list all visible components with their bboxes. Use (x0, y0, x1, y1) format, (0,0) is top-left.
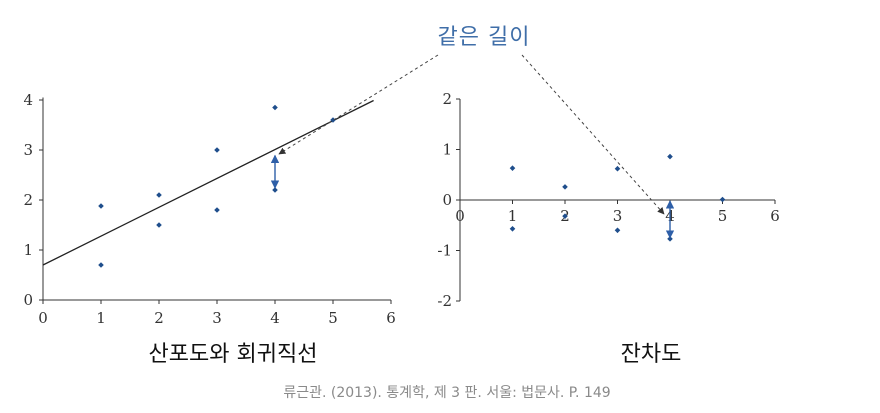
left-data-point (272, 187, 278, 193)
right-x-tick-label: 5 (718, 207, 728, 225)
left-data-points (98, 104, 336, 268)
right-data-point (667, 236, 673, 242)
left-x-tick-label: 0 (38, 309, 48, 327)
left-data-point (272, 104, 278, 111)
left-x-tick-label: 3 (212, 309, 222, 327)
left-x-tick-label: 1 (96, 309, 106, 327)
callout: 같은 길이 (278, 25, 665, 215)
left-data-point (98, 203, 104, 209)
source-citation: 류근관. (2013). 통계학, 제 3 판. 서울: 법문사. P. 149 (283, 385, 610, 401)
right-x-tick-label: 6 (770, 207, 780, 225)
left-y-tick-label: 2 (23, 191, 33, 209)
callout-pointer-right (521, 54, 665, 215)
left-chart-title: 산포도와 회귀직선 (149, 342, 318, 367)
right-y-tick-label: -2 (437, 292, 452, 310)
right-data-point (667, 153, 673, 160)
right-data-point (719, 196, 726, 203)
left-data-point (98, 262, 104, 268)
left-ticks: 0 1 2 3 4 5 6 0 1 2 3 4 (23, 91, 395, 327)
right-data-point (614, 227, 621, 234)
left-data-point (156, 222, 162, 228)
left-data-point (214, 147, 220, 153)
right-data-points (509, 153, 726, 242)
right-data-point (562, 184, 568, 190)
right-data-point (614, 165, 621, 172)
right-data-point (562, 213, 568, 219)
left-x-tick-label: 2 (154, 309, 164, 327)
callout-pointer-left (278, 54, 439, 155)
right-y-tick-label: 2 (442, 90, 452, 108)
left-y-tick-label: 4 (23, 91, 33, 109)
left-y-tick-label: 1 (23, 241, 33, 259)
right-x-tick-label: 1 (508, 207, 518, 225)
scatter-regression-chart: 0 1 2 3 4 5 6 0 1 2 3 4 산포도와 회귀직선 (23, 91, 395, 367)
right-y-tick-label: 0 (442, 191, 452, 209)
right-x-tick-label: 0 (455, 207, 465, 225)
left-y-tick-label: 0 (23, 291, 33, 309)
left-y-tick-label: 3 (23, 141, 33, 159)
right-data-point (509, 165, 516, 171)
right-y-tick-label: -1 (437, 242, 452, 260)
residual-chart: 0123456210-1-2 잔차도 (437, 90, 779, 367)
right-x-tick-label: 3 (613, 207, 623, 225)
left-x-tick-label: 5 (328, 309, 338, 327)
left-data-point (156, 192, 162, 198)
regression-line (42, 99, 374, 266)
left-data-point (214, 207, 220, 213)
left-data-point (330, 117, 336, 123)
callout-label: 같은 길이 (438, 25, 531, 50)
right-chart-title: 잔차도 (621, 342, 682, 367)
right-data-point (509, 225, 516, 232)
left-x-tick-label: 4 (270, 309, 280, 327)
right-y-tick-label: 1 (442, 141, 452, 159)
left-x-tick-label: 6 (386, 309, 396, 327)
